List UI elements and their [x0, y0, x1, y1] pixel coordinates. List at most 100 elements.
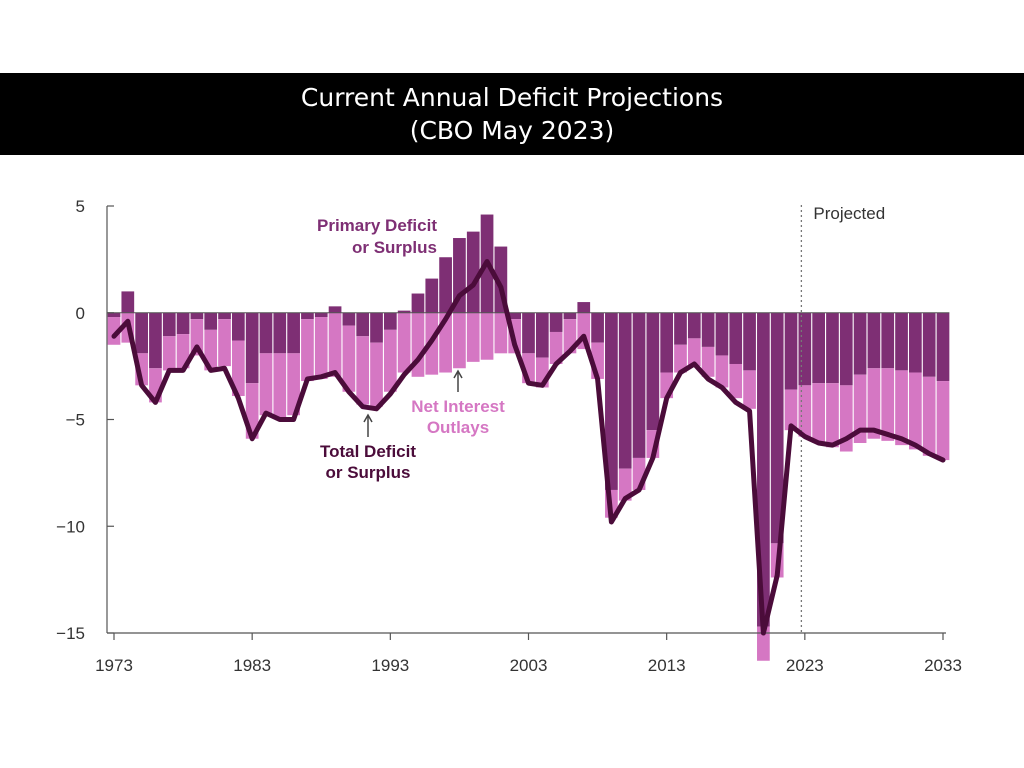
primary-bar-1978 [176, 312, 190, 335]
x-tick-label-2033: 2033 [924, 656, 962, 675]
interest-bar-2025 [826, 383, 839, 448]
interest-bar-1992 [370, 342, 383, 407]
primary-bar-1999 [466, 231, 480, 313]
primary-bar-1990 [342, 312, 356, 326]
primary-bar-1997 [439, 257, 452, 313]
interest-bar-2024 [812, 383, 825, 443]
interest-bar-1994 [397, 312, 411, 373]
primary-bar-1987 [301, 312, 314, 320]
y-tick-label-4: −15 [56, 624, 85, 643]
x-tick-label-1973: 1973 [95, 656, 133, 675]
y-axis-ticks: 5 0 −5 −10 −15 [56, 197, 114, 643]
x-axis-ticks: 1973 1983 1993 2003 2013 2023 2033 [95, 633, 962, 675]
primary-bar-2017 [715, 312, 729, 356]
interest-bar-2016 [701, 346, 715, 377]
interest-bar-2000 [480, 312, 494, 360]
primary-bar-2009 [605, 312, 618, 490]
primary-bar-1995 [411, 293, 425, 313]
interest-bar-2029 [881, 368, 895, 441]
primary-bar-2026 [839, 312, 853, 386]
primary-bar-2013 [660, 312, 674, 373]
interest-bar-1999 [466, 312, 480, 362]
interest-bar-1998 [453, 312, 466, 369]
primary-bar-1986 [287, 312, 300, 354]
primary-bar-2010 [618, 312, 632, 469]
interest-bar-2031 [909, 372, 922, 450]
primary-bar-1973 [107, 312, 121, 318]
interest-bar-1978 [176, 334, 190, 369]
interest-bar-2015 [687, 338, 701, 367]
primary-bar-1977 [162, 312, 176, 337]
primary-bar-2031 [909, 312, 922, 373]
y-tick-label-1: 0 [76, 304, 85, 323]
primary-bar-2007 [577, 302, 591, 313]
x-tick-label-1993: 1993 [371, 656, 409, 675]
interest-bar-2005 [549, 331, 563, 364]
interest-bar-2032 [922, 376, 936, 456]
interest-bar-2033 [936, 381, 950, 461]
interest-bar-1988 [314, 317, 328, 379]
interest-bar-2017 [715, 355, 729, 388]
interest-bar-1985 [273, 353, 287, 418]
primary-bar-2012 [646, 312, 660, 431]
primary-bar-2006 [563, 312, 577, 320]
interest-bar-2001 [494, 312, 508, 354]
primary-bar-2021 [770, 312, 784, 544]
primary-bar-1984 [259, 312, 273, 354]
total-annotation-line2: or Surplus [325, 463, 410, 482]
primary-bar-2008 [591, 312, 604, 343]
interest-arrow-head [453, 369, 463, 379]
primary-bar-1974 [121, 291, 135, 313]
interest-bar-1979 [190, 319, 204, 356]
x-tick-label-1983: 1983 [233, 656, 271, 675]
total-arrow-head [363, 413, 373, 423]
interest-bar-2022 [784, 389, 798, 431]
interest-bar-1986 [287, 353, 300, 416]
primary-bar-2016 [701, 312, 715, 347]
interest-bar-1993 [383, 329, 397, 392]
total-annotation-line1: Total Deficit [320, 442, 416, 461]
interest-bar-2018 [729, 363, 743, 399]
interest-bar-1990 [342, 325, 356, 392]
primary-bar-2002 [508, 312, 522, 320]
interest-bar-2019 [743, 370, 756, 409]
primary-bar-2018 [729, 312, 743, 364]
primary-bar-1981 [218, 312, 231, 320]
primary-bar-1975 [135, 312, 148, 354]
primary-bar-1988 [314, 312, 328, 318]
interest-bar-2030 [895, 370, 908, 446]
primary-annotation-line1: Primary Deficit [317, 216, 437, 235]
x-tick-label-2013: 2013 [648, 656, 686, 675]
primary-bar-1976 [149, 312, 162, 369]
interest-bar-2010 [618, 468, 632, 501]
primary-bar-1996 [425, 278, 439, 313]
primary-bar-2030 [895, 312, 908, 371]
primary-bar-2022 [784, 312, 798, 390]
interest-bar-1989 [328, 312, 342, 377]
primary-bar-2005 [549, 312, 563, 332]
y-tick-label-3: −10 [56, 517, 85, 536]
x-tick-label-2003: 2003 [510, 656, 548, 675]
interest-annotation-line2: Outlays [427, 418, 489, 437]
primary-bar-2027 [853, 312, 867, 375]
primary-bar-1982 [231, 312, 245, 341]
primary-bar-1993 [383, 312, 397, 330]
total-deficit-line [111, 259, 946, 636]
interest-bar-2020 [757, 626, 770, 661]
interest-bar-2027 [853, 374, 867, 443]
primary-bar-1989 [328, 306, 342, 313]
primary-annotation-line2: or Surplus [352, 238, 437, 257]
slide-title: Current Annual Deficit Projections [300, 83, 724, 112]
primary-bar-1983 [245, 312, 259, 384]
primary-bar-2014 [674, 312, 687, 345]
primary-bar-2003 [522, 312, 535, 354]
primary-bar-2011 [632, 312, 646, 458]
primary-bar-2015 [687, 312, 701, 339]
primary-bar-2029 [881, 312, 895, 369]
primary-bar-1979 [190, 312, 204, 320]
bar-series-group [107, 214, 950, 661]
interest-annotation-line1: Net Interest [411, 397, 505, 416]
primary-bar-2025 [826, 312, 839, 384]
primary-bar-2033 [936, 312, 950, 382]
slide-subtitle: (CBO May 2023) [409, 116, 615, 145]
